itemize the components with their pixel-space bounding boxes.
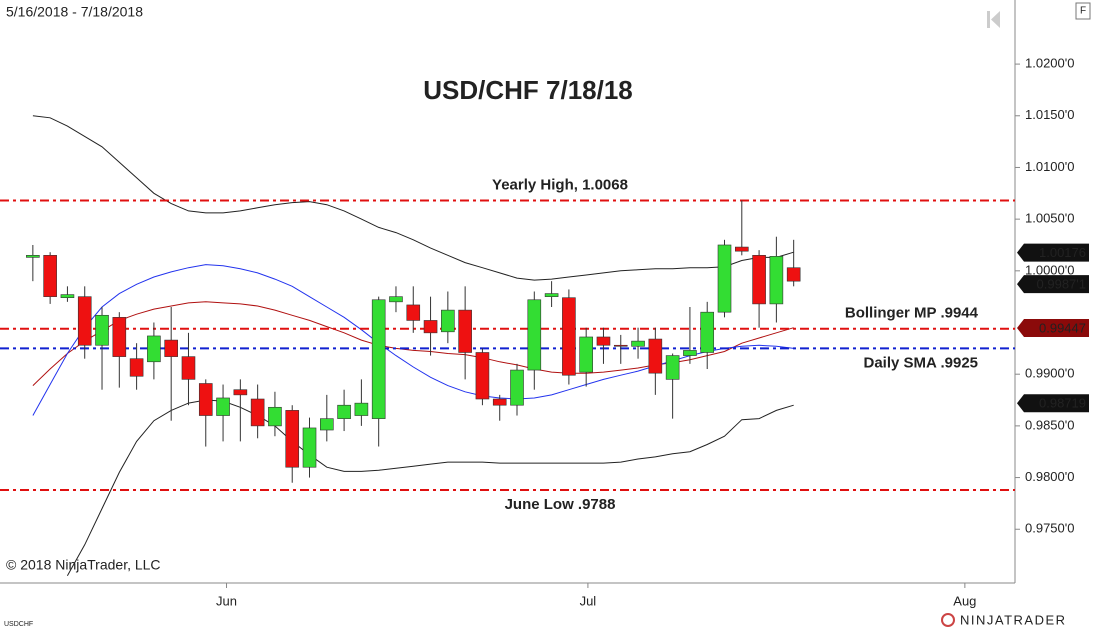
y-tick-label: 0.9800'0	[1025, 469, 1074, 484]
candle-body	[77, 296, 92, 346]
candle-body	[337, 404, 351, 419]
candle-body	[631, 340, 645, 347]
candle-body	[544, 293, 559, 297]
candle-body	[717, 244, 732, 313]
candle-body	[164, 339, 178, 357]
candle-body	[354, 402, 369, 416]
candle-body	[302, 427, 317, 468]
y-tick-label: 0.9750'0	[1025, 521, 1074, 536]
panel-button[interactable]	[1075, 2, 1091, 20]
reference-label: Yearly High, 1.0068	[492, 177, 628, 194]
y-tick-label: 1.0100'0	[1025, 159, 1074, 174]
candle-body	[112, 317, 127, 357]
candle-body	[786, 267, 801, 282]
reference-label: Bollinger MP .9944	[845, 305, 979, 322]
candle-body	[492, 398, 507, 406]
candle-body	[769, 256, 784, 305]
candle-body	[285, 410, 300, 468]
copyright: © 2018 NinjaTrader, LLC	[6, 557, 161, 573]
candle-body	[371, 299, 386, 419]
reference-label: Daily SMA .9925	[864, 354, 979, 371]
y-tick-label: 1.0050'0	[1025, 211, 1074, 226]
candle-body	[683, 350, 697, 356]
candle-body	[233, 389, 248, 396]
y-tick-label: 0.9850'0	[1025, 417, 1074, 432]
chart-title: USD/CHF 7/18/18	[423, 75, 633, 105]
candle-body	[596, 336, 611, 346]
y-tick-label: 1.0200'0	[1025, 56, 1074, 71]
instrument: USDCHF	[4, 621, 33, 628]
price-marker	[1017, 243, 1089, 262]
ninja-logo: NINJATRADER	[941, 612, 1067, 627]
logo-icon	[941, 613, 955, 627]
y-tick-label: 0.9900'0	[1025, 366, 1074, 381]
price-marker-label: 0.99447	[1039, 320, 1086, 335]
indicator-line	[32, 115, 794, 281]
brand: NINJATRADER	[960, 612, 1067, 627]
price-marker	[1017, 394, 1089, 413]
candle-body	[406, 304, 421, 321]
reference-label: June Low .9788	[505, 496, 616, 513]
candle-body	[147, 335, 161, 363]
candle-body	[43, 255, 57, 297]
panel-button-label[interactable]: F	[1080, 6, 1086, 17]
candle-body	[752, 255, 766, 305]
candle-body	[527, 299, 542, 371]
candle-body	[734, 246, 749, 252]
candle-body	[665, 355, 680, 380]
candle-body	[216, 397, 230, 416]
x-tick-label: Aug	[953, 593, 976, 608]
candle-body	[510, 369, 524, 406]
candle-body	[441, 309, 455, 333]
date-range: 5/16/2018 - 7/18/2018	[6, 4, 143, 20]
candle-body	[268, 406, 282, 427]
scroll-end-icon[interactable]	[987, 11, 1000, 28]
candle-body	[475, 352, 490, 400]
y-tick-label: 1.0150'0	[1025, 107, 1074, 122]
y-tick-label: 1.0000'0	[1025, 262, 1074, 277]
candle-body	[129, 358, 144, 377]
candle-body	[562, 297, 576, 376]
candle-body	[320, 418, 334, 431]
candle-body	[648, 338, 663, 374]
candle-body	[60, 294, 75, 299]
x-tick-label: Jul	[580, 593, 597, 608]
candle-body	[250, 398, 265, 427]
candle-body	[579, 336, 593, 373]
candle-body	[181, 356, 196, 380]
price-marker-label: 1.00176	[1039, 245, 1086, 260]
candle-body	[389, 296, 403, 303]
price-marker	[1017, 318, 1089, 337]
price-marker-label: 0.98719	[1039, 396, 1086, 411]
candle-body	[458, 309, 472, 353]
candle-body	[613, 344, 628, 347]
x-tick-label: Jun	[216, 593, 237, 608]
price-marker	[1017, 275, 1089, 294]
candle-body	[95, 314, 109, 346]
candle-body	[198, 383, 213, 416]
candle-body	[423, 320, 438, 334]
candle-body	[700, 311, 715, 353]
candle-body	[26, 255, 40, 258]
price-marker-label: 0.9987'1	[1037, 277, 1086, 292]
